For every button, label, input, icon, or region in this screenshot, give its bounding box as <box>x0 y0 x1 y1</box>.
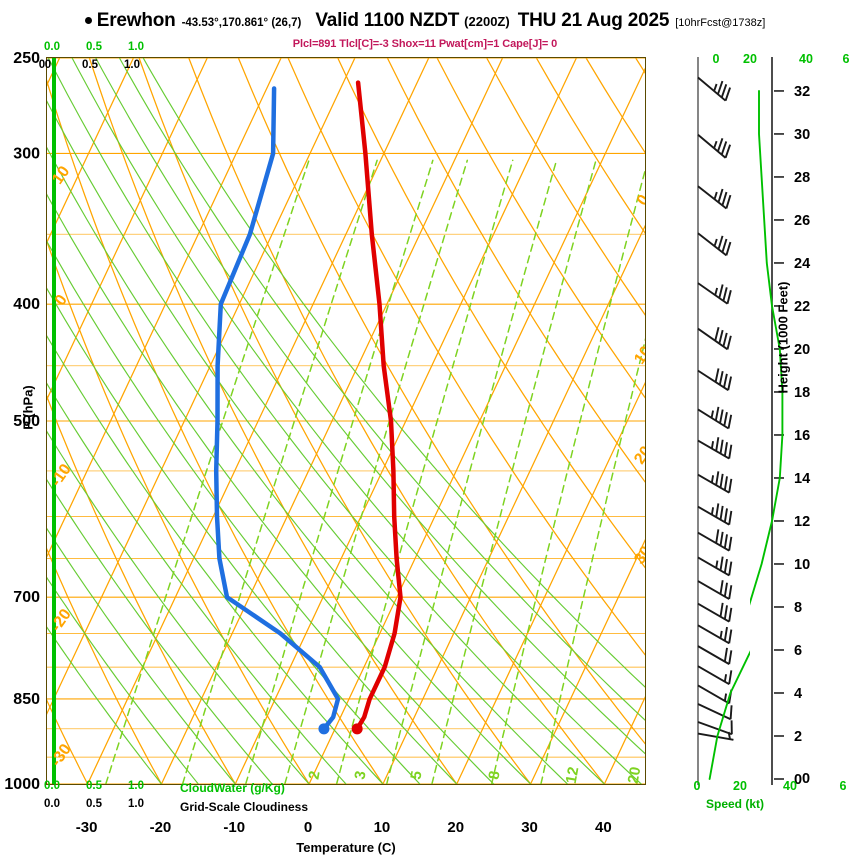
svg-text:250: 250 <box>13 50 40 67</box>
svg-text:20: 20 <box>447 819 464 836</box>
isotherm-lines <box>47 58 645 784</box>
svg-text:24: 24 <box>794 256 810 272</box>
svg-text:400: 400 <box>13 296 40 313</box>
svg-text:4: 4 <box>794 686 802 702</box>
svg-text:1.0: 1.0 <box>128 41 144 53</box>
svg-text:0: 0 <box>304 819 312 836</box>
station-marker-icon <box>84 17 92 24</box>
bottom-scale-labels: 0.0 0.5 1.0 0.0 0.5 1.0 <box>44 780 144 810</box>
svg-text:300: 300 <box>13 145 40 162</box>
svg-text:12: 12 <box>794 514 810 530</box>
svg-text:40: 40 <box>799 52 813 66</box>
svg-text:5: 5 <box>407 770 425 781</box>
svg-text:0: 0 <box>634 192 645 209</box>
svg-text:0: 0 <box>713 52 720 66</box>
svg-text:30: 30 <box>794 127 810 143</box>
svg-text:6: 6 <box>843 52 850 66</box>
top-scale-labels: 0.0 0.5 1.00 0.5 1.00 0 20 40 6 <box>39 41 850 71</box>
cloudwater-legend-label: CloudWater (g/Kg) <box>180 781 285 795</box>
svg-text:1000: 1000 <box>4 776 40 793</box>
svg-text:20: 20 <box>743 52 757 66</box>
svg-text:10: 10 <box>374 819 391 836</box>
svg-text:1.0: 1.0 <box>128 780 144 792</box>
svg-text:20: 20 <box>625 766 645 784</box>
speed-tick-labels: 0 20 40 60 <box>694 771 847 793</box>
svg-text:26: 26 <box>794 213 810 229</box>
svg-text:1.0: 1.0 <box>124 59 140 71</box>
forecast-tag: [10hrFcst@1738z] <box>675 17 766 29</box>
svg-text:-30: -30 <box>76 819 98 836</box>
pressure-axis-title: P (hPa) <box>20 385 36 430</box>
svg-text:14: 14 <box>794 471 810 487</box>
svg-text:0: 0 <box>694 779 701 793</box>
svg-text:1.0: 1.0 <box>128 798 144 810</box>
svg-text:2: 2 <box>794 729 802 745</box>
svg-text:2: 2 <box>305 770 323 781</box>
svg-text:10: 10 <box>794 557 810 573</box>
station-coordinates: -43.53°,170.861° (26,7) <box>181 17 302 29</box>
speed-axis-title: Speed (kt) <box>705 797 764 811</box>
svg-text:18: 18 <box>794 385 810 401</box>
svg-text:0.5: 0.5 <box>82 59 99 71</box>
svg-text:6: 6 <box>794 643 802 659</box>
temperature-profile <box>351 80 403 735</box>
wind-barbs <box>697 76 734 741</box>
svg-text:32: 32 <box>794 84 810 100</box>
pressure-tick-labels: 250 300 400 500 700 850 1000 <box>4 50 40 793</box>
svg-text:28: 28 <box>794 170 810 186</box>
mixing-ratio-labels: 2 3 5 8 12 20 <box>305 766 644 784</box>
height-speed-curve <box>750 90 784 606</box>
wind-barb-svg <box>697 57 750 785</box>
svg-text:16: 16 <box>794 428 810 444</box>
svg-text:30: 30 <box>521 819 538 836</box>
valid-time: Valid 1100 NZDT <box>315 10 460 31</box>
svg-text:0: 0 <box>45 59 51 71</box>
svg-text:0: 0 <box>794 772 802 785</box>
svg-text:0.0: 0.0 <box>44 780 60 792</box>
svg-text:0.5: 0.5 <box>86 41 103 53</box>
svg-text:6: 6 <box>840 779 847 793</box>
svg-text:20: 20 <box>733 779 747 793</box>
svg-text:40: 40 <box>783 779 797 793</box>
station-name: Erewhon <box>96 10 176 31</box>
svg-text:0.0: 0.0 <box>44 41 60 53</box>
temperature-axis-title: Temperature (C) <box>296 840 396 855</box>
svg-text:8: 8 <box>794 600 802 616</box>
svg-text:40: 40 <box>595 819 612 836</box>
skewt-plot-area: 10 0 -10 -20 -30 0 10 20 30 2 3 5 8 12 20 <box>46 57 646 785</box>
svg-text:850: 850 <box>13 691 40 708</box>
svg-text:700: 700 <box>13 589 40 606</box>
svg-text:22: 22 <box>794 299 810 315</box>
svg-text:12: 12 <box>563 766 583 784</box>
svg-text:20: 20 <box>794 342 810 358</box>
svg-text:0.5: 0.5 <box>86 780 103 792</box>
dewpoint-profile <box>213 86 341 735</box>
svg-text:0: 0 <box>802 771 810 787</box>
svg-text:8: 8 <box>485 770 503 781</box>
svg-text:0: 0 <box>39 59 45 71</box>
wind-barb-panel <box>646 57 750 785</box>
speed-profile-curve <box>708 650 750 780</box>
height-axis-title: Height (1000 Feet) <box>775 281 791 394</box>
svg-text:-10: -10 <box>223 819 245 836</box>
height-axis-panel: 0 2 4 6 8 10 12 14 16 18 20 22 24 26 28 30 32 <box>750 57 850 785</box>
chart-header: Erewhon -43.53°,170.861° (26,7) Valid 1100… <box>0 10 850 36</box>
valid-date: THU 21 Aug 2025 <box>517 10 670 31</box>
stability-indices: Plcl=891 Tlcl[C]=-3 Shox=11 Pwat[cm]=1 C… <box>292 38 558 50</box>
svg-text:500: 500 <box>13 413 40 430</box>
svg-text:-20: -20 <box>150 819 172 836</box>
cloudiness-legend-label: Grid-Scale Cloudiness <box>180 800 309 814</box>
temperature-tick-labels: -30 -20 -10 0 10 20 30 40 <box>76 819 612 836</box>
svg-text:3: 3 <box>351 770 369 781</box>
valid-time-utc: (2200Z) <box>464 14 510 29</box>
svg-text:0.5: 0.5 <box>86 798 103 810</box>
svg-text:0.0: 0.0 <box>44 798 60 810</box>
